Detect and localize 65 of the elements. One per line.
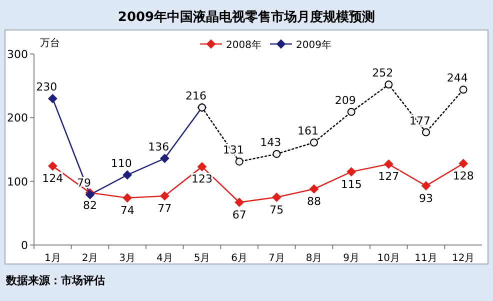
- source-note: 数据来源：市场评估: [5, 274, 105, 287]
- x-tick-label: 7月: [268, 253, 285, 264]
- data-label: 177: [410, 114, 430, 128]
- data-label: 252: [372, 66, 394, 80]
- point: [272, 192, 282, 202]
- y-tick-label: 300: [7, 48, 28, 61]
- data-label: 67: [232, 208, 246, 222]
- x-tick-label: 10月: [377, 253, 400, 264]
- point: [458, 159, 468, 168]
- point: [310, 184, 318, 194]
- point: [459, 86, 468, 94]
- x-tick-label: 1月: [44, 253, 61, 264]
- data-label: 143: [260, 136, 282, 149]
- data-label: 75: [270, 203, 284, 216]
- x-tick-label: 8月: [306, 253, 322, 264]
- data-label: 209: [334, 94, 356, 107]
- point: [347, 108, 356, 116]
- data-label: 136: [148, 140, 170, 154]
- x-tick-label: 12月: [452, 253, 475, 264]
- data-label: 110: [110, 156, 132, 170]
- point: [346, 167, 356, 176]
- x-tick-label: 2月: [82, 253, 98, 264]
- y-tick-label: 200: [7, 112, 28, 125]
- point: [422, 181, 430, 190]
- point: [272, 150, 281, 158]
- point: [160, 154, 170, 163]
- data-label: 131: [222, 144, 244, 157]
- legend-label: 2009年: [296, 39, 332, 51]
- y-tick-label: 0: [21, 239, 28, 252]
- data-label: 127: [378, 170, 400, 184]
- x-tick-label: 9月: [343, 253, 360, 264]
- data-label: 88: [307, 194, 321, 208]
- data-label: 74: [120, 204, 134, 217]
- point: [122, 193, 132, 202]
- data-label: 115: [340, 178, 362, 191]
- point: [384, 80, 393, 89]
- y-tick-label: 100: [7, 175, 28, 188]
- x-tick-label: 11月: [414, 253, 438, 264]
- x-tick-label: 4月: [156, 253, 173, 264]
- data-label: 244: [446, 72, 468, 85]
- point: [122, 170, 132, 180]
- data-label: 124: [42, 172, 64, 186]
- y-axis-title: 万台: [40, 37, 60, 49]
- data-label: 93: [419, 192, 433, 205]
- data-label: 128: [452, 170, 474, 183]
- data-label: 82: [83, 198, 97, 212]
- point: [384, 160, 394, 169]
- data-label: 230: [36, 80, 58, 94]
- point: [160, 191, 170, 200]
- x-tick-label: 5月: [194, 253, 210, 264]
- point: [48, 94, 58, 104]
- point: [48, 162, 58, 171]
- data-label: 161: [298, 124, 318, 138]
- point: [422, 128, 430, 136]
- point: [310, 138, 318, 146]
- data-label: 216: [186, 89, 206, 102]
- data-label: 123: [192, 172, 212, 186]
- chart-title: 2009年中国液晶电视零售市场月度规模预测: [118, 9, 376, 25]
- point: [198, 162, 206, 172]
- legend-label: 2008年: [226, 39, 262, 51]
- x-tick-label: 3月: [119, 253, 136, 264]
- data-label: 77: [158, 202, 172, 215]
- x-tick-label: 6月: [231, 253, 248, 264]
- point: [235, 158, 244, 166]
- point: [234, 198, 244, 207]
